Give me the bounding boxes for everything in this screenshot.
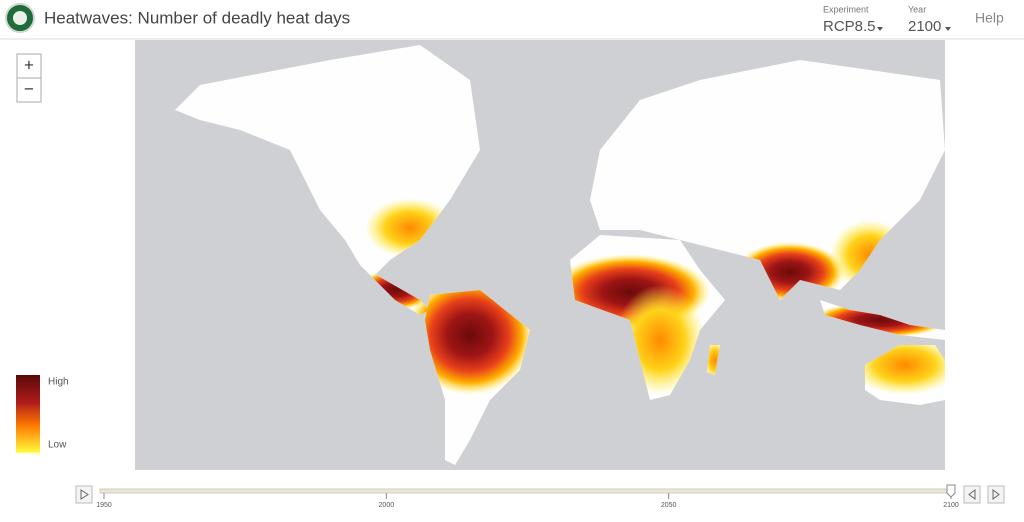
- previous-icon: [968, 489, 976, 500]
- timeline-ticks: 1950 2000 2050 2100: [96, 493, 959, 509]
- zoom-out[interactable]: −: [24, 79, 34, 98]
- logo-inner: [13, 11, 27, 25]
- title: Heatwaves: Number of deadly heat days: [44, 8, 350, 27]
- timeline-handle[interactable]: [946, 484, 956, 498]
- timeline-tick-label: 2000: [379, 502, 395, 509]
- dropdown-caret: [945, 27, 951, 31]
- experiment-label: Experiment: [823, 4, 869, 14]
- map-margin: [945, 40, 1024, 470]
- dropdown-caret: [877, 27, 883, 31]
- next-icon: [992, 489, 1000, 500]
- year-dropdown[interactable]: 2100: [908, 18, 941, 35]
- timeline-tick-label: 2050: [661, 502, 677, 509]
- timeline-tick-label: 1950: [96, 502, 112, 509]
- help-link[interactable]: Help: [975, 10, 1004, 26]
- next-button[interactable]: [987, 485, 1005, 504]
- legend-low: Low: [48, 440, 67, 451]
- year-label: Year: [908, 4, 926, 14]
- experiment-dropdown[interactable]: RCP8.5: [823, 18, 876, 35]
- previous-button[interactable]: [963, 485, 981, 504]
- timeline-tick-label: 2100: [943, 502, 959, 509]
- zoom-in[interactable]: +: [24, 55, 34, 74]
- play-icon: [80, 489, 89, 500]
- legend-high: High: [48, 377, 69, 388]
- header: [0, 0, 1024, 39]
- legend-gradient: [16, 375, 40, 453]
- timeline-track[interactable]: [99, 488, 956, 494]
- play-button[interactable]: [75, 485, 93, 504]
